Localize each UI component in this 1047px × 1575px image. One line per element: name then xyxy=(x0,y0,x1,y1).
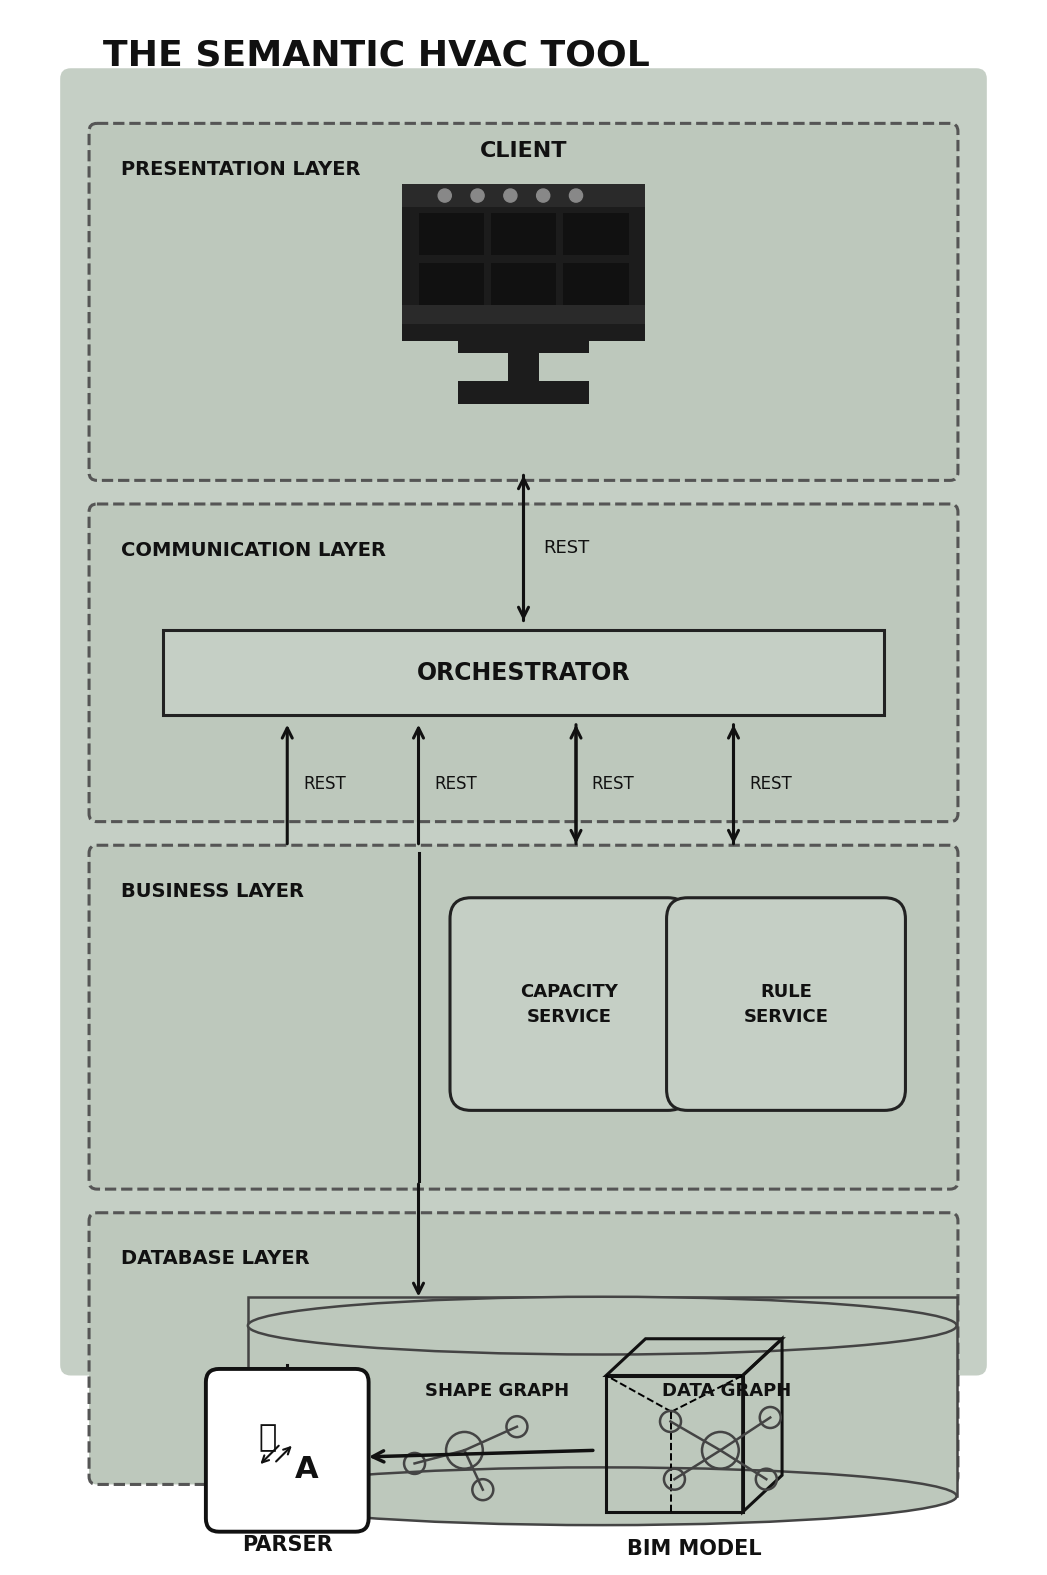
FancyBboxPatch shape xyxy=(402,184,645,208)
Text: CAPACITY
SERVICE: CAPACITY SERVICE xyxy=(520,983,619,1025)
Text: COMMUNICATION LAYER: COMMUNICATION LAYER xyxy=(120,540,385,559)
FancyBboxPatch shape xyxy=(89,1213,958,1484)
Ellipse shape xyxy=(248,1296,957,1354)
FancyBboxPatch shape xyxy=(89,846,958,1189)
Text: SHAPE GRAPH: SHAPE GRAPH xyxy=(425,1383,570,1400)
Text: RULE
SERVICE: RULE SERVICE xyxy=(743,983,828,1025)
Circle shape xyxy=(504,189,517,202)
FancyBboxPatch shape xyxy=(419,263,484,304)
FancyBboxPatch shape xyxy=(402,304,645,324)
Text: A: A xyxy=(295,1455,318,1485)
Text: DATA GRAPH: DATA GRAPH xyxy=(663,1383,792,1400)
FancyBboxPatch shape xyxy=(248,1296,957,1496)
FancyBboxPatch shape xyxy=(563,213,628,255)
FancyBboxPatch shape xyxy=(206,1369,369,1531)
Text: THE SEMANTIC HVAC TOOL: THE SEMANTIC HVAC TOOL xyxy=(104,38,650,72)
FancyBboxPatch shape xyxy=(508,342,539,381)
FancyBboxPatch shape xyxy=(491,213,556,255)
Circle shape xyxy=(471,189,484,202)
Text: REST: REST xyxy=(435,775,477,794)
Text: BIM MODEL: BIM MODEL xyxy=(627,1539,761,1559)
Circle shape xyxy=(439,189,451,202)
Text: BUSINESS LAYER: BUSINESS LAYER xyxy=(120,882,304,901)
FancyBboxPatch shape xyxy=(60,68,987,1375)
FancyBboxPatch shape xyxy=(402,184,645,342)
Text: DATABASE LAYER: DATABASE LAYER xyxy=(120,1249,309,1268)
Text: REST: REST xyxy=(303,775,346,794)
FancyBboxPatch shape xyxy=(450,898,689,1110)
Text: PRESENTATION LAYER: PRESENTATION LAYER xyxy=(120,161,360,180)
Text: REST: REST xyxy=(750,775,792,794)
FancyBboxPatch shape xyxy=(491,263,556,304)
FancyBboxPatch shape xyxy=(89,504,958,822)
FancyBboxPatch shape xyxy=(458,381,589,405)
FancyBboxPatch shape xyxy=(667,898,906,1110)
Ellipse shape xyxy=(248,1468,957,1525)
Circle shape xyxy=(570,189,582,202)
FancyBboxPatch shape xyxy=(419,213,484,255)
FancyBboxPatch shape xyxy=(563,263,628,304)
Text: REST: REST xyxy=(543,539,589,558)
Text: PARSER: PARSER xyxy=(242,1534,333,1555)
Text: REST: REST xyxy=(592,775,634,794)
Text: ORCHESTRATOR: ORCHESTRATOR xyxy=(417,660,630,685)
Text: CLIENT: CLIENT xyxy=(480,140,567,161)
Circle shape xyxy=(537,189,550,202)
FancyBboxPatch shape xyxy=(89,123,958,480)
FancyBboxPatch shape xyxy=(162,630,885,715)
FancyBboxPatch shape xyxy=(458,337,589,353)
Text: 文: 文 xyxy=(259,1422,276,1452)
